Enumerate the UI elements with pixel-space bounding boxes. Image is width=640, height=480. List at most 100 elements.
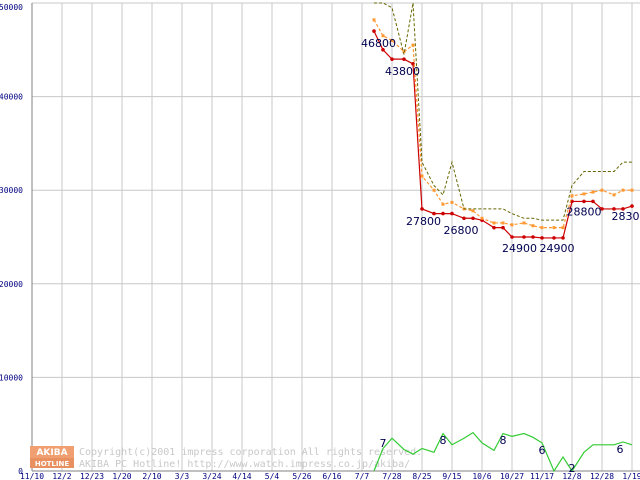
- series-point-0: [600, 207, 604, 211]
- count-label: 6: [617, 443, 624, 456]
- price-label: 43800: [385, 65, 420, 78]
- y-tick-label: 0: [18, 467, 23, 476]
- x-axis: 11/10 12/2 12/23 1/20 2/10 3/3 3/24 4/14 5/4 5/26…: [20, 472, 640, 480]
- x-tick-label: 10/27: [500, 472, 524, 480]
- series-point-1: [420, 174, 424, 178]
- price-label: 28300: [612, 210, 640, 223]
- series-point-1: [600, 188, 604, 192]
- chart-grid: [31, 2, 640, 472]
- x-tick-label: 4/14: [232, 472, 251, 480]
- series-point-0: [552, 236, 556, 240]
- series-point-0: [582, 199, 586, 204]
- series-point-1: [630, 188, 634, 192]
- series-point-0: [432, 211, 436, 216]
- y-tick-label: 40000: [0, 93, 23, 102]
- x-tick-label: 3/3: [175, 472, 190, 480]
- series-point-1: [441, 202, 445, 206]
- price-label: 24900: [540, 242, 575, 255]
- series-line-1: [373, 19, 632, 229]
- logo-top-text: AKIBA: [36, 448, 67, 458]
- series-point-0: [591, 199, 595, 204]
- series-point-1: [531, 224, 535, 228]
- series-point-0: [561, 236, 565, 240]
- series-point-0: [540, 236, 544, 240]
- series-point-0: [441, 211, 445, 216]
- y-tick-label: 50000: [0, 3, 23, 12]
- x-tick-label: 8/25: [412, 472, 431, 480]
- x-tick-label: 12/28: [590, 472, 614, 480]
- series-point-0: [372, 29, 376, 33]
- series-point-0: [381, 48, 385, 52]
- series-point-0: [390, 57, 394, 61]
- x-tick-label: 11/17: [530, 472, 554, 480]
- count-label: 6: [539, 444, 546, 457]
- price-label: 46800: [361, 37, 396, 50]
- price-label: 24900: [502, 242, 537, 255]
- y-tick-label: 20000: [0, 280, 23, 289]
- series-point-0: [492, 225, 496, 230]
- x-tick-label: 1/19: [622, 472, 640, 480]
- logo-top-block: [30, 446, 74, 458]
- x-tick-label: 12/2: [52, 472, 71, 480]
- akiba-logo: AKIBA HOTLINE: [30, 446, 74, 468]
- series-point-1: [501, 221, 505, 225]
- series-point-0: [621, 207, 625, 211]
- series-point-0: [462, 216, 466, 221]
- x-tick-label: 3/24: [202, 472, 221, 480]
- x-tick-label: 1/20: [112, 472, 131, 480]
- series-point-1: [582, 192, 586, 196]
- site-url-text: AKIBA PC Hotline! http://www.watch.impre…: [79, 459, 410, 470]
- y-tick-label: 30000: [0, 186, 23, 195]
- series-point-0: [450, 211, 454, 216]
- series-point-1: [411, 43, 415, 47]
- series-point-1: [471, 209, 475, 213]
- count-label: 8: [500, 434, 507, 447]
- price-label: 28800: [567, 205, 602, 218]
- x-tick-label: 9/15: [442, 472, 461, 480]
- series-point-0: [630, 204, 634, 208]
- y-axis: 0 10000 20000 30000 40000 50000: [0, 3, 23, 476]
- series-point-1: [540, 226, 544, 230]
- series-point-0: [522, 235, 526, 239]
- copyright-text: Copyright(c)2001 impress corporation All…: [79, 447, 422, 458]
- series-point-0: [501, 225, 505, 230]
- series-point-1: [510, 223, 514, 227]
- series-point-1: [480, 216, 484, 220]
- x-tick-label: 5/26: [292, 472, 311, 480]
- x-tick-label: 2/10: [142, 472, 161, 480]
- price-label: 27800: [406, 215, 441, 228]
- series-point-1: [450, 200, 454, 204]
- x-tick-label: 5/4: [265, 472, 280, 480]
- series-line-2: [374, 2, 632, 221]
- watermark: AKIBA HOTLINE Copyright(c)2001 impress c…: [30, 446, 422, 470]
- x-tick-label: 7/7: [355, 472, 370, 480]
- series-point-0: [402, 57, 406, 61]
- price-label: 26800: [444, 224, 479, 237]
- series-point-1: [621, 188, 625, 192]
- x-tick-label: 6/16: [322, 472, 341, 480]
- x-tick-label: 12/8: [562, 472, 581, 480]
- series-point-0: [420, 207, 424, 211]
- series-point-1: [492, 221, 496, 225]
- count-label: 2: [569, 462, 576, 475]
- series-point-0: [471, 216, 475, 221]
- series-point-1: [561, 226, 565, 230]
- series-point-1: [570, 194, 574, 198]
- series-point-1: [432, 188, 436, 192]
- series-group: [372, 2, 634, 473]
- series-point-1: [390, 38, 394, 42]
- series-line-3: [373, 431, 633, 473]
- series-point-1: [381, 34, 385, 38]
- y-tick-label: 10000: [0, 373, 23, 382]
- x-tick-label: 7/28: [382, 472, 401, 480]
- series-point-0: [531, 235, 535, 239]
- logo-bottom-text: HOTLINE: [35, 460, 70, 468]
- x-tick-label: 10/6: [472, 472, 491, 480]
- x-tick-label: 11/10: [20, 472, 44, 480]
- logo-bottom-block: [30, 458, 74, 468]
- series-point-1: [372, 18, 376, 22]
- series-point-1: [591, 190, 595, 194]
- series-point-1: [522, 221, 526, 225]
